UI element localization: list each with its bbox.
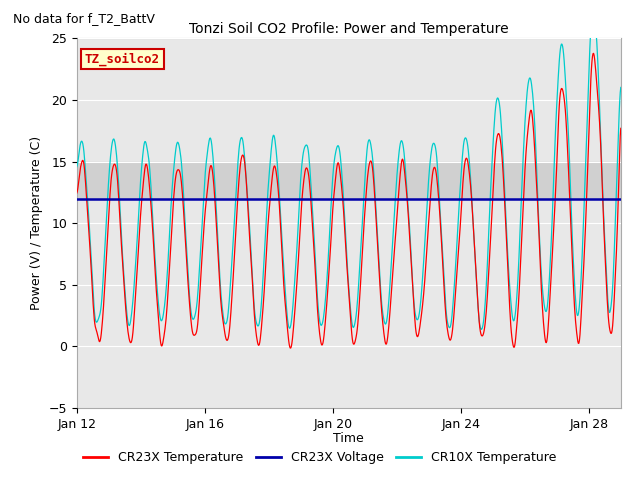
Title: Tonzi Soil CO2 Profile: Power and Temperature: Tonzi Soil CO2 Profile: Power and Temper… (189, 22, 509, 36)
Legend: CR23X Temperature, CR23X Voltage, CR10X Temperature: CR23X Temperature, CR23X Voltage, CR10X … (78, 446, 562, 469)
Bar (77, 162, 621, 199)
Text: No data for f_T2_BattV: No data for f_T2_BattV (13, 12, 155, 25)
Y-axis label: Power (V) / Temperature (C): Power (V) / Temperature (C) (30, 136, 43, 310)
X-axis label: Time: Time (333, 432, 364, 445)
Text: TZ_soilco2: TZ_soilco2 (85, 52, 160, 66)
